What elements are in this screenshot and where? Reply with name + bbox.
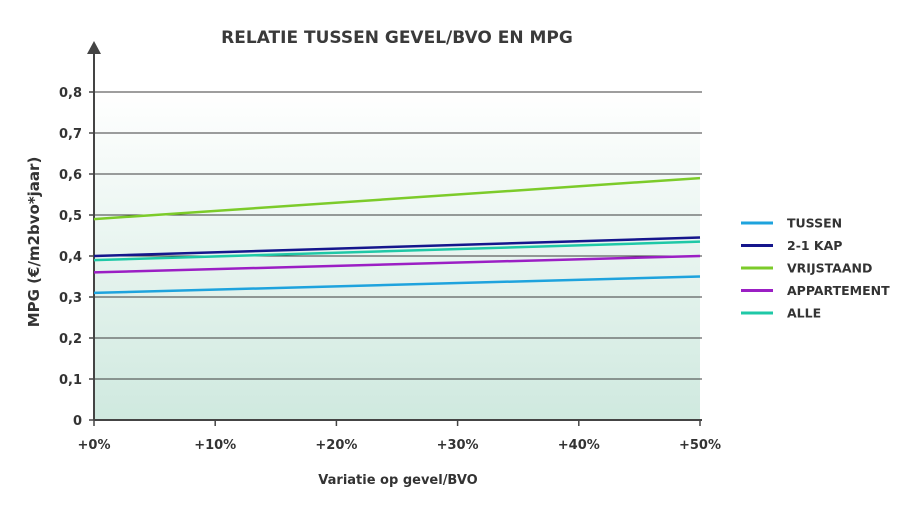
series-line-appartement (93, 254, 701, 274)
y-axis-arrow (87, 41, 101, 54)
y-tick-label: 0,4 (59, 250, 82, 265)
x-axis-label: Variatie op gevel/BVO (318, 473, 477, 488)
legend-label: VRIJSTAAND (787, 261, 872, 276)
series-line-2-1-kap (93, 236, 701, 258)
legend-label: TUSSEN (787, 216, 842, 231)
y-tick-labels: 0 0,1 0,2 0,3 0,4 0,5 0,6 0,7 0,8 (59, 86, 82, 429)
y-tick-label: 0,6 (59, 168, 82, 183)
legend: TUSSEN 2-1 KAP VRIJSTAAND APPARTEMENT ALLE (741, 216, 890, 321)
x-tick-label: +30% (437, 438, 479, 453)
x-tick-label: +50% (679, 438, 721, 453)
x-tick-label: +0% (78, 438, 111, 453)
series-line-alle (93, 240, 701, 262)
legend-label: APPARTEMENT (787, 283, 890, 298)
x-tick-label: +20% (315, 438, 357, 453)
x-tick-label: +10% (194, 438, 236, 453)
y-tick-label: 0,5 (59, 209, 82, 224)
x-tick-label: +40% (558, 438, 600, 453)
y-axis-label: MPG (€/m2bvo*jaar) (25, 157, 43, 328)
legend-label: 2-1 KAP (787, 238, 842, 253)
series-lines (93, 176, 701, 295)
series-line-tussen (93, 275, 701, 295)
y-tick-label: 0,2 (59, 332, 82, 347)
y-tick-label: 0,3 (59, 291, 82, 306)
legend-label: ALLE (787, 306, 821, 321)
y-tick-label: 0,1 (59, 373, 82, 388)
y-tick-label: 0 (73, 414, 82, 429)
y-tick-label: 0,8 (59, 86, 82, 101)
x-tick-labels: +0% +10% +20% +30% +40% +50% (78, 438, 721, 453)
chart-title: RELATIE TUSSEN GEVEL/BVO EN MPG (221, 28, 573, 48)
series-line-vrijstaand (93, 176, 701, 221)
y-tick-label: 0,7 (59, 127, 82, 142)
